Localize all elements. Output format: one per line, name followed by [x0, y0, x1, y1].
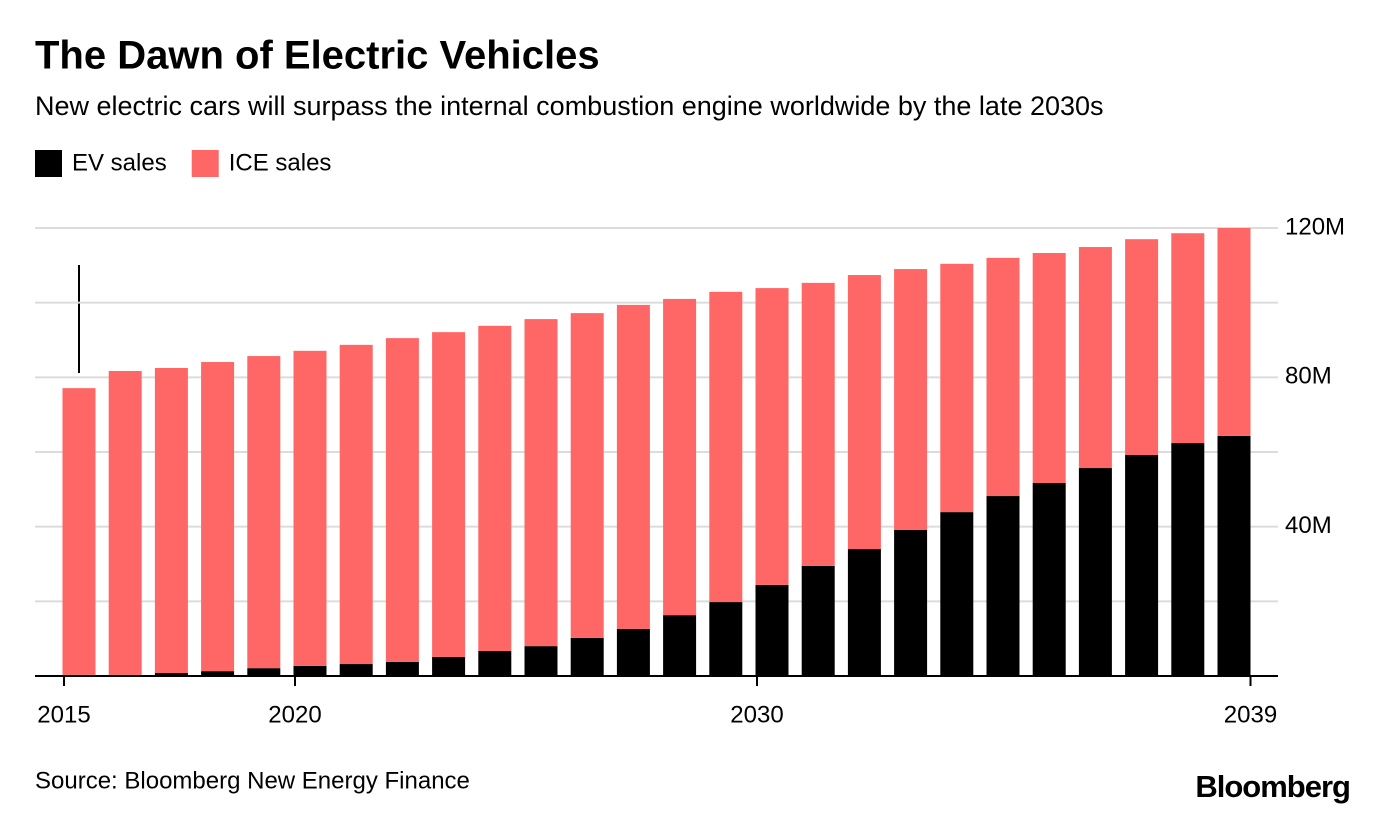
bar-segment	[478, 650, 512, 676]
bar-segment	[108, 370, 142, 675]
legend-label: ICE sales	[229, 149, 332, 176]
bar-segment	[894, 269, 928, 531]
bar-segment	[432, 656, 466, 676]
legend-label: EV sales	[72, 149, 167, 176]
x-tick-label: 2030	[730, 701, 783, 728]
bar-segment	[247, 668, 281, 676]
bar-segment	[478, 325, 512, 651]
bar-segment	[432, 332, 466, 657]
bar-segment	[1125, 239, 1159, 455]
bar-segment	[709, 602, 743, 676]
bar-segment	[616, 628, 650, 676]
bar-segment	[847, 549, 881, 676]
y-tick-label: 120M	[1285, 213, 1345, 240]
bar-segment	[1032, 253, 1066, 483]
bar-segment	[293, 350, 327, 666]
bar-segment	[62, 388, 96, 675]
x-tick-label: 2015	[37, 701, 90, 728]
bar-segment	[385, 338, 419, 662]
x-tick-label: 2020	[268, 701, 321, 728]
bar-segment	[1217, 228, 1251, 436]
bar-segment	[709, 291, 743, 603]
bar-segment	[524, 646, 558, 676]
bar-segment	[1217, 435, 1251, 676]
bar-segment	[201, 362, 235, 672]
bar-segment	[201, 671, 235, 676]
bar-segment	[1171, 233, 1205, 444]
source: Source: Bloomberg New Energy Finance	[35, 767, 470, 794]
bar-segment	[940, 263, 974, 513]
bar-segment	[940, 512, 974, 676]
y-tick-label: 40M	[1285, 512, 1332, 539]
bar-segment	[616, 304, 650, 629]
legend-swatch	[191, 150, 219, 177]
bar-segment	[986, 257, 1020, 497]
x-tick-label: 2039	[1224, 701, 1277, 728]
bar-segment	[154, 368, 188, 674]
bar-segment	[1171, 443, 1205, 676]
chart-title: The Dawn of Electric Vehicles	[35, 34, 600, 78]
bar-segment	[894, 530, 928, 676]
bar-segment	[1078, 247, 1112, 469]
chart-subtitle: New electric cars will surpass the inter…	[35, 91, 1104, 121]
bar-segment	[385, 661, 419, 676]
bar-segment	[755, 288, 789, 585]
y-tick-label: 80M	[1285, 363, 1332, 390]
bar-segment	[247, 356, 281, 669]
bar-segment	[801, 565, 835, 676]
bar-segment	[801, 282, 835, 566]
bar-segment	[663, 298, 697, 616]
bar-segment	[986, 496, 1020, 676]
bar-segment	[154, 673, 188, 676]
bar-segment	[1032, 482, 1066, 676]
bar-segment	[1125, 454, 1159, 676]
bar-segment	[570, 313, 604, 638]
bar-segment	[847, 275, 881, 550]
bar-segment	[524, 319, 558, 647]
bar-segment	[339, 664, 373, 676]
bar-segment	[570, 637, 604, 676]
bar-segment	[755, 584, 789, 676]
bar-segment	[1078, 468, 1112, 676]
bar-segment	[663, 615, 697, 676]
bar-segment	[293, 665, 327, 676]
brand: Bloomberg	[1195, 769, 1350, 804]
legend-swatch	[35, 150, 62, 177]
bar-segment	[339, 344, 373, 665]
